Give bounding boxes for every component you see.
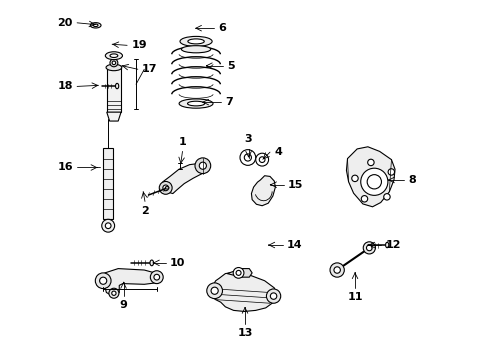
Circle shape [154, 274, 160, 280]
Circle shape [367, 175, 381, 189]
Circle shape [334, 267, 341, 273]
Circle shape [267, 289, 281, 303]
Ellipse shape [105, 52, 122, 60]
Circle shape [211, 287, 218, 294]
Text: 20: 20 [57, 18, 73, 28]
Ellipse shape [116, 84, 119, 89]
Text: 18: 18 [57, 81, 73, 91]
Ellipse shape [188, 39, 204, 44]
Circle shape [388, 169, 394, 175]
Ellipse shape [106, 64, 122, 71]
Circle shape [159, 181, 172, 194]
Text: 19: 19 [131, 40, 147, 50]
Circle shape [270, 293, 277, 299]
Circle shape [195, 158, 211, 174]
Ellipse shape [386, 242, 389, 248]
Ellipse shape [179, 99, 213, 108]
Polygon shape [103, 148, 113, 219]
Circle shape [105, 223, 111, 229]
Text: 7: 7 [225, 97, 233, 107]
Circle shape [150, 271, 163, 284]
Polygon shape [211, 272, 276, 311]
Circle shape [207, 283, 222, 298]
Text: 14: 14 [287, 240, 302, 250]
Circle shape [163, 185, 169, 191]
Ellipse shape [110, 59, 118, 67]
Text: 10: 10 [170, 258, 185, 268]
Text: 3: 3 [245, 134, 252, 144]
Text: 13: 13 [237, 328, 253, 338]
Circle shape [259, 157, 265, 162]
Text: 1: 1 [179, 137, 186, 147]
Circle shape [330, 263, 344, 277]
Ellipse shape [188, 101, 205, 106]
Ellipse shape [165, 186, 169, 189]
Polygon shape [251, 176, 275, 206]
Ellipse shape [94, 24, 98, 27]
Text: 17: 17 [142, 64, 158, 74]
Circle shape [368, 159, 374, 166]
Circle shape [384, 194, 390, 200]
Circle shape [352, 175, 358, 181]
Circle shape [256, 153, 269, 166]
Circle shape [361, 195, 368, 202]
Text: 12: 12 [386, 240, 401, 250]
Ellipse shape [110, 54, 118, 58]
Ellipse shape [112, 61, 116, 64]
Polygon shape [107, 112, 121, 121]
Circle shape [245, 154, 251, 161]
Text: 5: 5 [227, 61, 235, 71]
Circle shape [367, 245, 372, 251]
Circle shape [361, 168, 388, 195]
Text: 8: 8 [408, 175, 416, 185]
Circle shape [236, 270, 241, 275]
Polygon shape [227, 269, 252, 277]
Circle shape [102, 219, 115, 232]
Circle shape [240, 150, 256, 165]
Text: 16: 16 [57, 162, 73, 172]
Circle shape [109, 288, 119, 298]
Text: 9: 9 [120, 300, 127, 310]
Text: 4: 4 [274, 147, 282, 157]
Circle shape [199, 162, 206, 169]
Polygon shape [101, 269, 159, 295]
Polygon shape [346, 147, 395, 207]
Polygon shape [163, 163, 206, 194]
Circle shape [363, 242, 375, 254]
Text: 15: 15 [288, 180, 303, 190]
Circle shape [112, 291, 116, 296]
Text: 11: 11 [347, 292, 363, 302]
Ellipse shape [90, 23, 101, 28]
Ellipse shape [181, 46, 211, 53]
Polygon shape [107, 67, 121, 112]
Circle shape [96, 273, 111, 289]
Circle shape [233, 267, 244, 278]
Text: 2: 2 [141, 206, 149, 216]
Ellipse shape [150, 260, 153, 266]
Text: 6: 6 [218, 23, 226, 33]
Circle shape [99, 277, 107, 284]
Ellipse shape [180, 36, 212, 46]
